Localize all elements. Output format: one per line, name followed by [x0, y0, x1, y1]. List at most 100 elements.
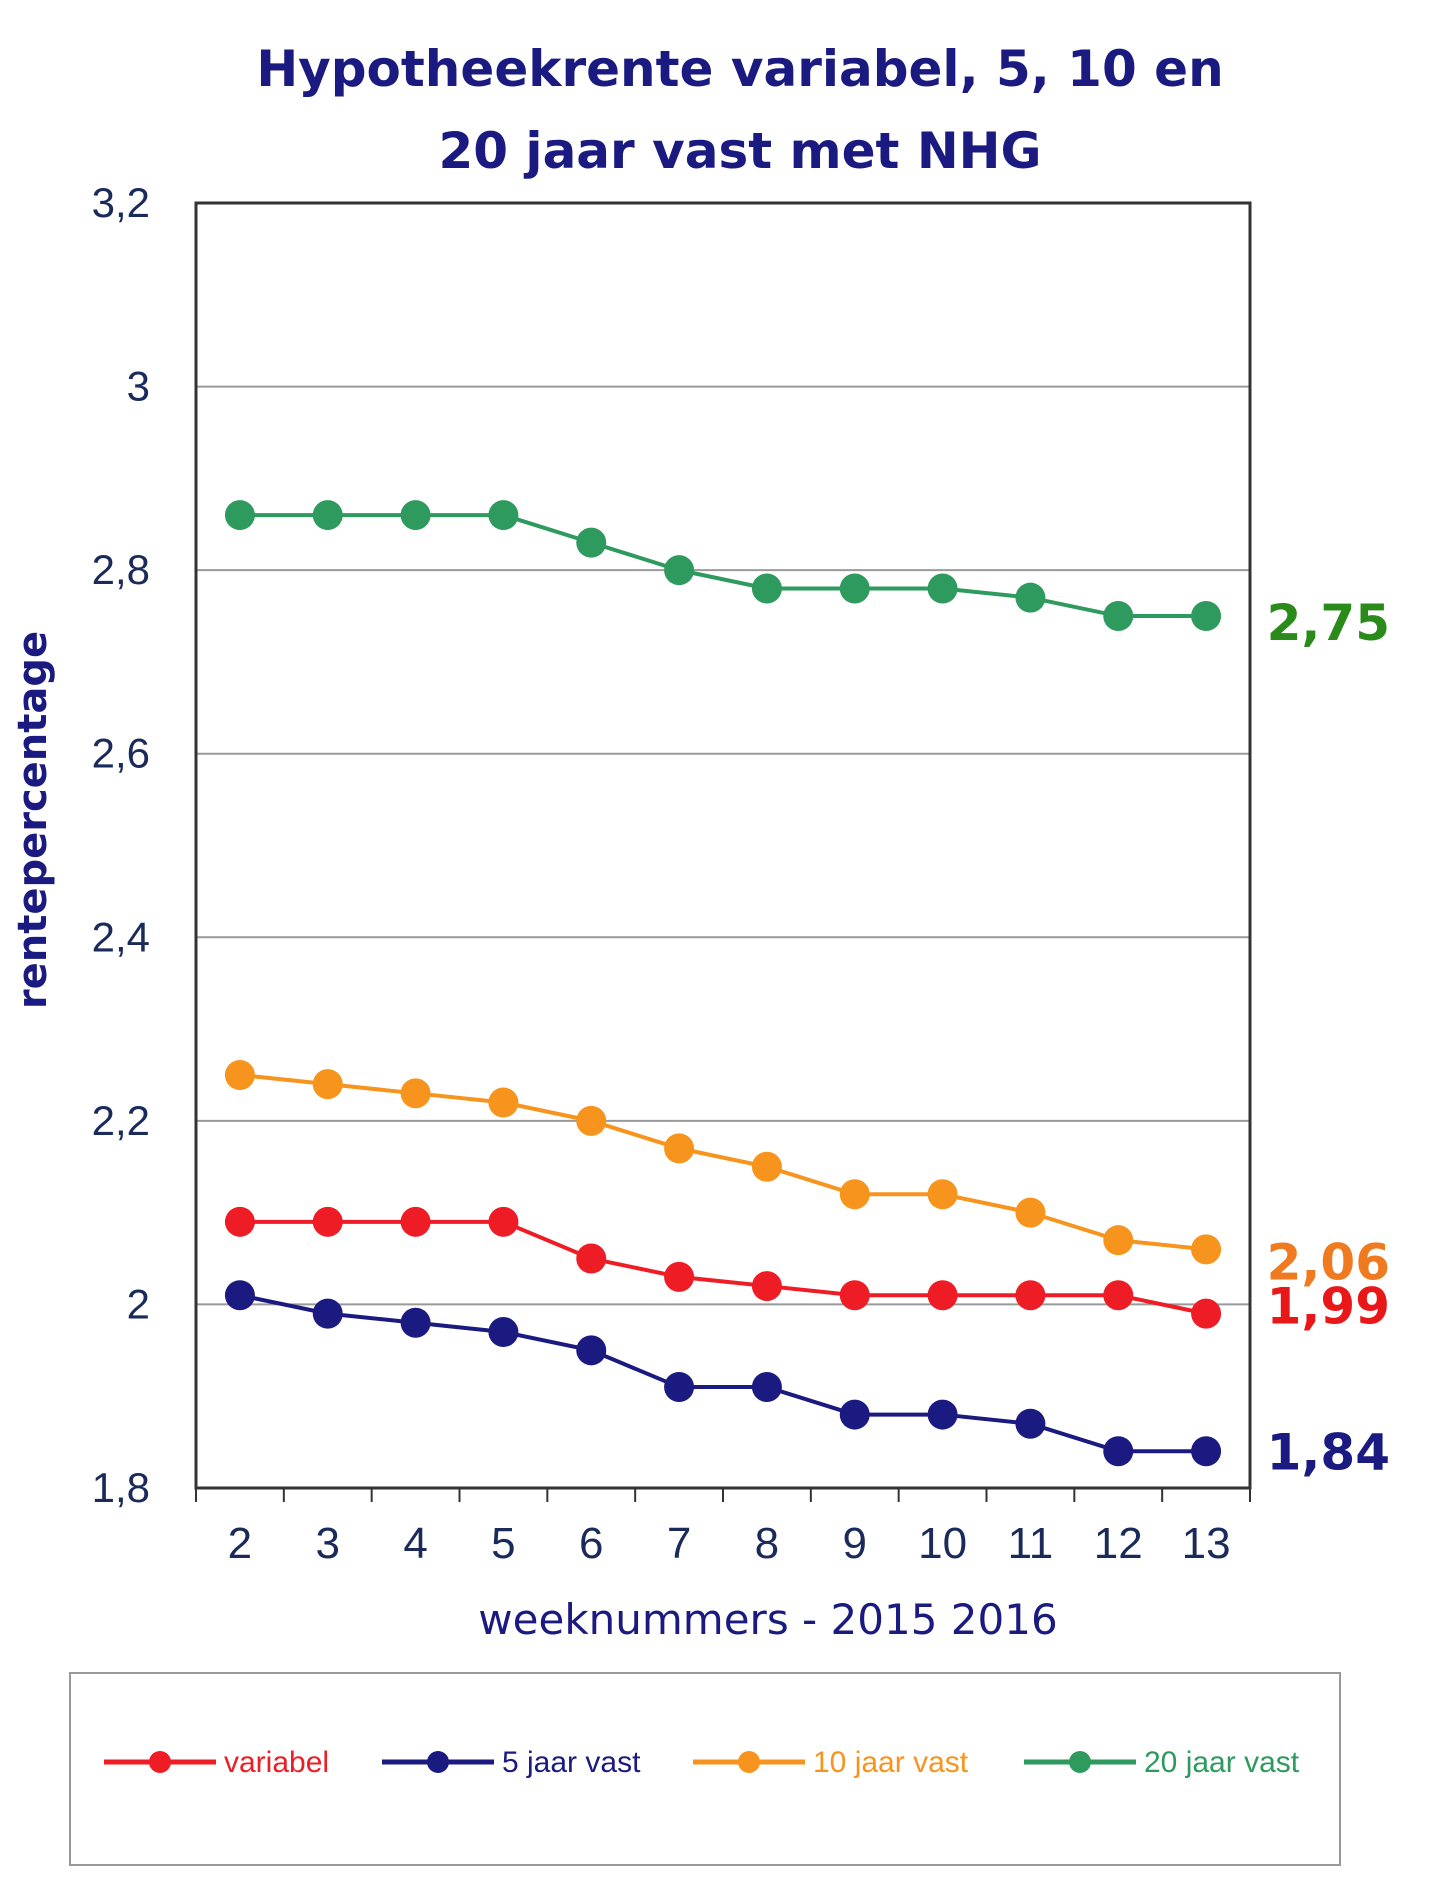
legend-label: variabel	[224, 1746, 329, 1779]
y-axis-tick-labels: 1,8 2 2,2 2,4 2,6 2,8 3 3,2	[92, 179, 150, 1511]
data-point	[751, 573, 782, 604]
data-point	[839, 573, 870, 604]
data-point	[224, 1280, 255, 1311]
y-tick-label: 2,2	[92, 1097, 150, 1144]
legend-label: 5 jaar vast	[502, 1746, 641, 1779]
data-point	[312, 1298, 343, 1329]
x-tick-label: 4	[403, 1519, 427, 1568]
legend-item: 20 jaar vast	[1024, 1746, 1300, 1779]
data-point	[1015, 1197, 1046, 1228]
y-tick-label: 2,8	[92, 546, 150, 593]
legend-item: variabel	[104, 1746, 329, 1779]
end-value-label: 2,06	[1267, 1233, 1390, 1291]
data-point	[312, 1069, 343, 1100]
series-line	[239, 1219, 1207, 1316]
data-point	[927, 1280, 958, 1311]
data-point	[576, 1243, 607, 1274]
data-point	[312, 1206, 343, 1237]
data-point	[751, 1151, 782, 1182]
legend-swatch-marker	[738, 1751, 760, 1773]
data-point	[488, 1087, 519, 1118]
data-point	[1191, 1234, 1222, 1265]
end-value-labels: 1,99 1,84 2,06 2,75	[1267, 594, 1390, 1481]
x-tick-label: 12	[1094, 1519, 1143, 1568]
legend-item: 5 jaar vast	[382, 1746, 641, 1779]
x-tick-label: 5	[491, 1519, 515, 1568]
y-tick-label: 3,2	[92, 179, 150, 226]
legend: variabel 5 jaar vast 10 jaar vast 20 jaar v…	[104, 1746, 1300, 1779]
data-point	[400, 1307, 431, 1338]
data-point	[839, 1179, 870, 1210]
data-point	[576, 1335, 607, 1366]
data-point	[1103, 1225, 1134, 1256]
y-tick-label: 2,4	[92, 913, 150, 960]
series-lines	[224, 500, 1222, 1467]
data-point	[400, 1078, 431, 1109]
y-tick-label: 2	[127, 1280, 150, 1327]
y-tick-label: 1,8	[92, 1464, 150, 1511]
x-axis-ticks	[195, 1488, 1251, 1502]
data-point	[1015, 582, 1046, 613]
end-value-label: 1,99	[1267, 1278, 1390, 1336]
data-point	[576, 1105, 607, 1136]
data-point	[839, 1399, 870, 1430]
data-point	[664, 1372, 695, 1403]
series-10-jaar-vast	[224, 1059, 1222, 1265]
x-tick-label: 13	[1182, 1519, 1231, 1568]
legend-label: 20 jaar vast	[1144, 1746, 1300, 1779]
data-point	[224, 1059, 255, 1090]
data-point	[664, 1261, 695, 1292]
data-point	[664, 1133, 695, 1164]
data-point	[927, 1179, 958, 1210]
data-point	[576, 527, 607, 558]
series-variabel	[224, 1206, 1222, 1329]
data-point	[1191, 601, 1222, 632]
series-20-jaar-vast	[224, 500, 1222, 632]
data-point	[224, 500, 255, 531]
end-value-label: 1,84	[1267, 1423, 1390, 1481]
x-tick-label: 7	[667, 1519, 691, 1568]
data-point	[751, 1372, 782, 1403]
data-point	[1191, 1436, 1222, 1467]
data-point	[1015, 1280, 1046, 1311]
x-tick-label: 9	[843, 1519, 867, 1568]
x-tick-label: 10	[918, 1519, 967, 1568]
x-axis-label: weeknummers - 2015 2016	[478, 1595, 1057, 1644]
data-point	[488, 1316, 519, 1347]
data-point	[1015, 1408, 1046, 1439]
data-point	[224, 1206, 255, 1237]
data-point	[751, 1271, 782, 1302]
data-point	[488, 1206, 519, 1237]
data-point	[1103, 601, 1134, 632]
data-point	[488, 500, 519, 531]
data-point	[839, 1280, 870, 1311]
x-tick-label: 3	[316, 1519, 340, 1568]
data-point	[400, 500, 431, 531]
data-point	[400, 1206, 431, 1237]
series-5-jaar-vast	[224, 1280, 1222, 1467]
series-line	[239, 513, 1207, 619]
y-axis-label: rentepercentage	[10, 631, 56, 1009]
data-point	[1191, 1298, 1222, 1329]
legend-swatch-marker	[149, 1751, 171, 1773]
legend-item: 10 jaar vast	[693, 1746, 969, 1779]
end-value-label: 2,75	[1267, 594, 1390, 652]
legend-swatch-marker	[1069, 1751, 1091, 1773]
data-point	[927, 573, 958, 604]
x-tick-label: 11	[1008, 1519, 1054, 1568]
y-tick-label: 2,6	[92, 730, 150, 777]
x-tick-label: 2	[228, 1519, 252, 1568]
data-point	[927, 1399, 958, 1430]
data-point	[664, 555, 695, 586]
chart-title-line-1: Hypotheekrente variabel, 5, 10 en	[256, 40, 1223, 98]
x-tick-label: 8	[755, 1519, 779, 1568]
data-point	[1103, 1280, 1134, 1311]
x-axis-tick-labels: 2 3 4 5 6 7 8 9 10 11 12 13	[228, 1519, 1231, 1568]
x-tick-label: 6	[579, 1519, 603, 1568]
series-line	[239, 1293, 1207, 1454]
gridlines	[196, 385, 1250, 1306]
data-point	[1103, 1436, 1134, 1467]
legend-swatch-marker	[427, 1751, 449, 1773]
legend-box	[69, 1672, 1341, 1866]
